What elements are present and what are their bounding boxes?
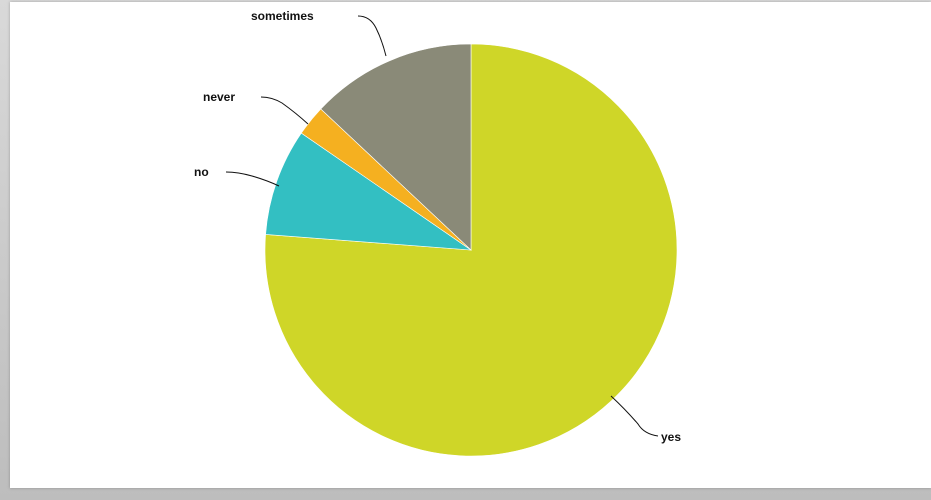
pie-labels: sometimes never no yes [194,9,681,444]
leader-line-sometimes [357,15,387,57]
pie-slice-no [265,132,473,251]
pie-label-never: never [203,90,235,104]
pie-label-yes: yes [661,430,681,444]
leader-line-no [225,171,280,187]
pie-slice-sometimes [320,43,472,251]
pie-slices [264,43,678,457]
pie-label-sometimes: sometimes [251,9,314,23]
pie-leader-lines [225,15,659,437]
pie-label-no: no [194,165,209,179]
leader-line-yes [610,395,659,437]
leader-line-never [260,96,309,125]
